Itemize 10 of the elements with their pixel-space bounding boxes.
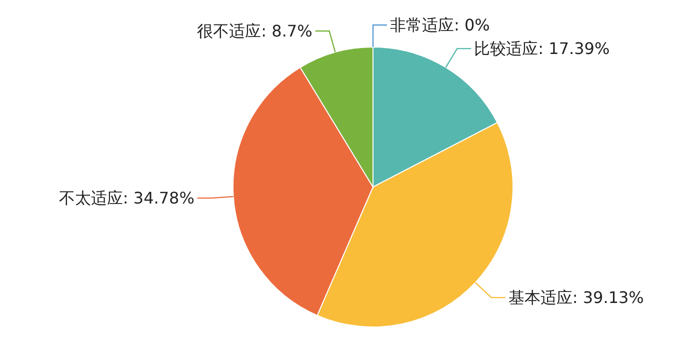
data-label: : 8.7% (261, 22, 312, 41)
slice-label: 基本适应 (508, 288, 572, 308)
legend-label: 非常适应 (390, 16, 454, 35)
text: : 0% (454, 16, 490, 35)
data-label: : 39.13% (572, 288, 644, 308)
slice-label: 不太适应 (58, 188, 123, 208)
data-label: : 17.39% (538, 39, 610, 58)
slice-label: 比较适应 (474, 39, 538, 58)
data-label: : 34.78% (122, 188, 194, 208)
slice-label: 很不适应 (197, 22, 262, 41)
